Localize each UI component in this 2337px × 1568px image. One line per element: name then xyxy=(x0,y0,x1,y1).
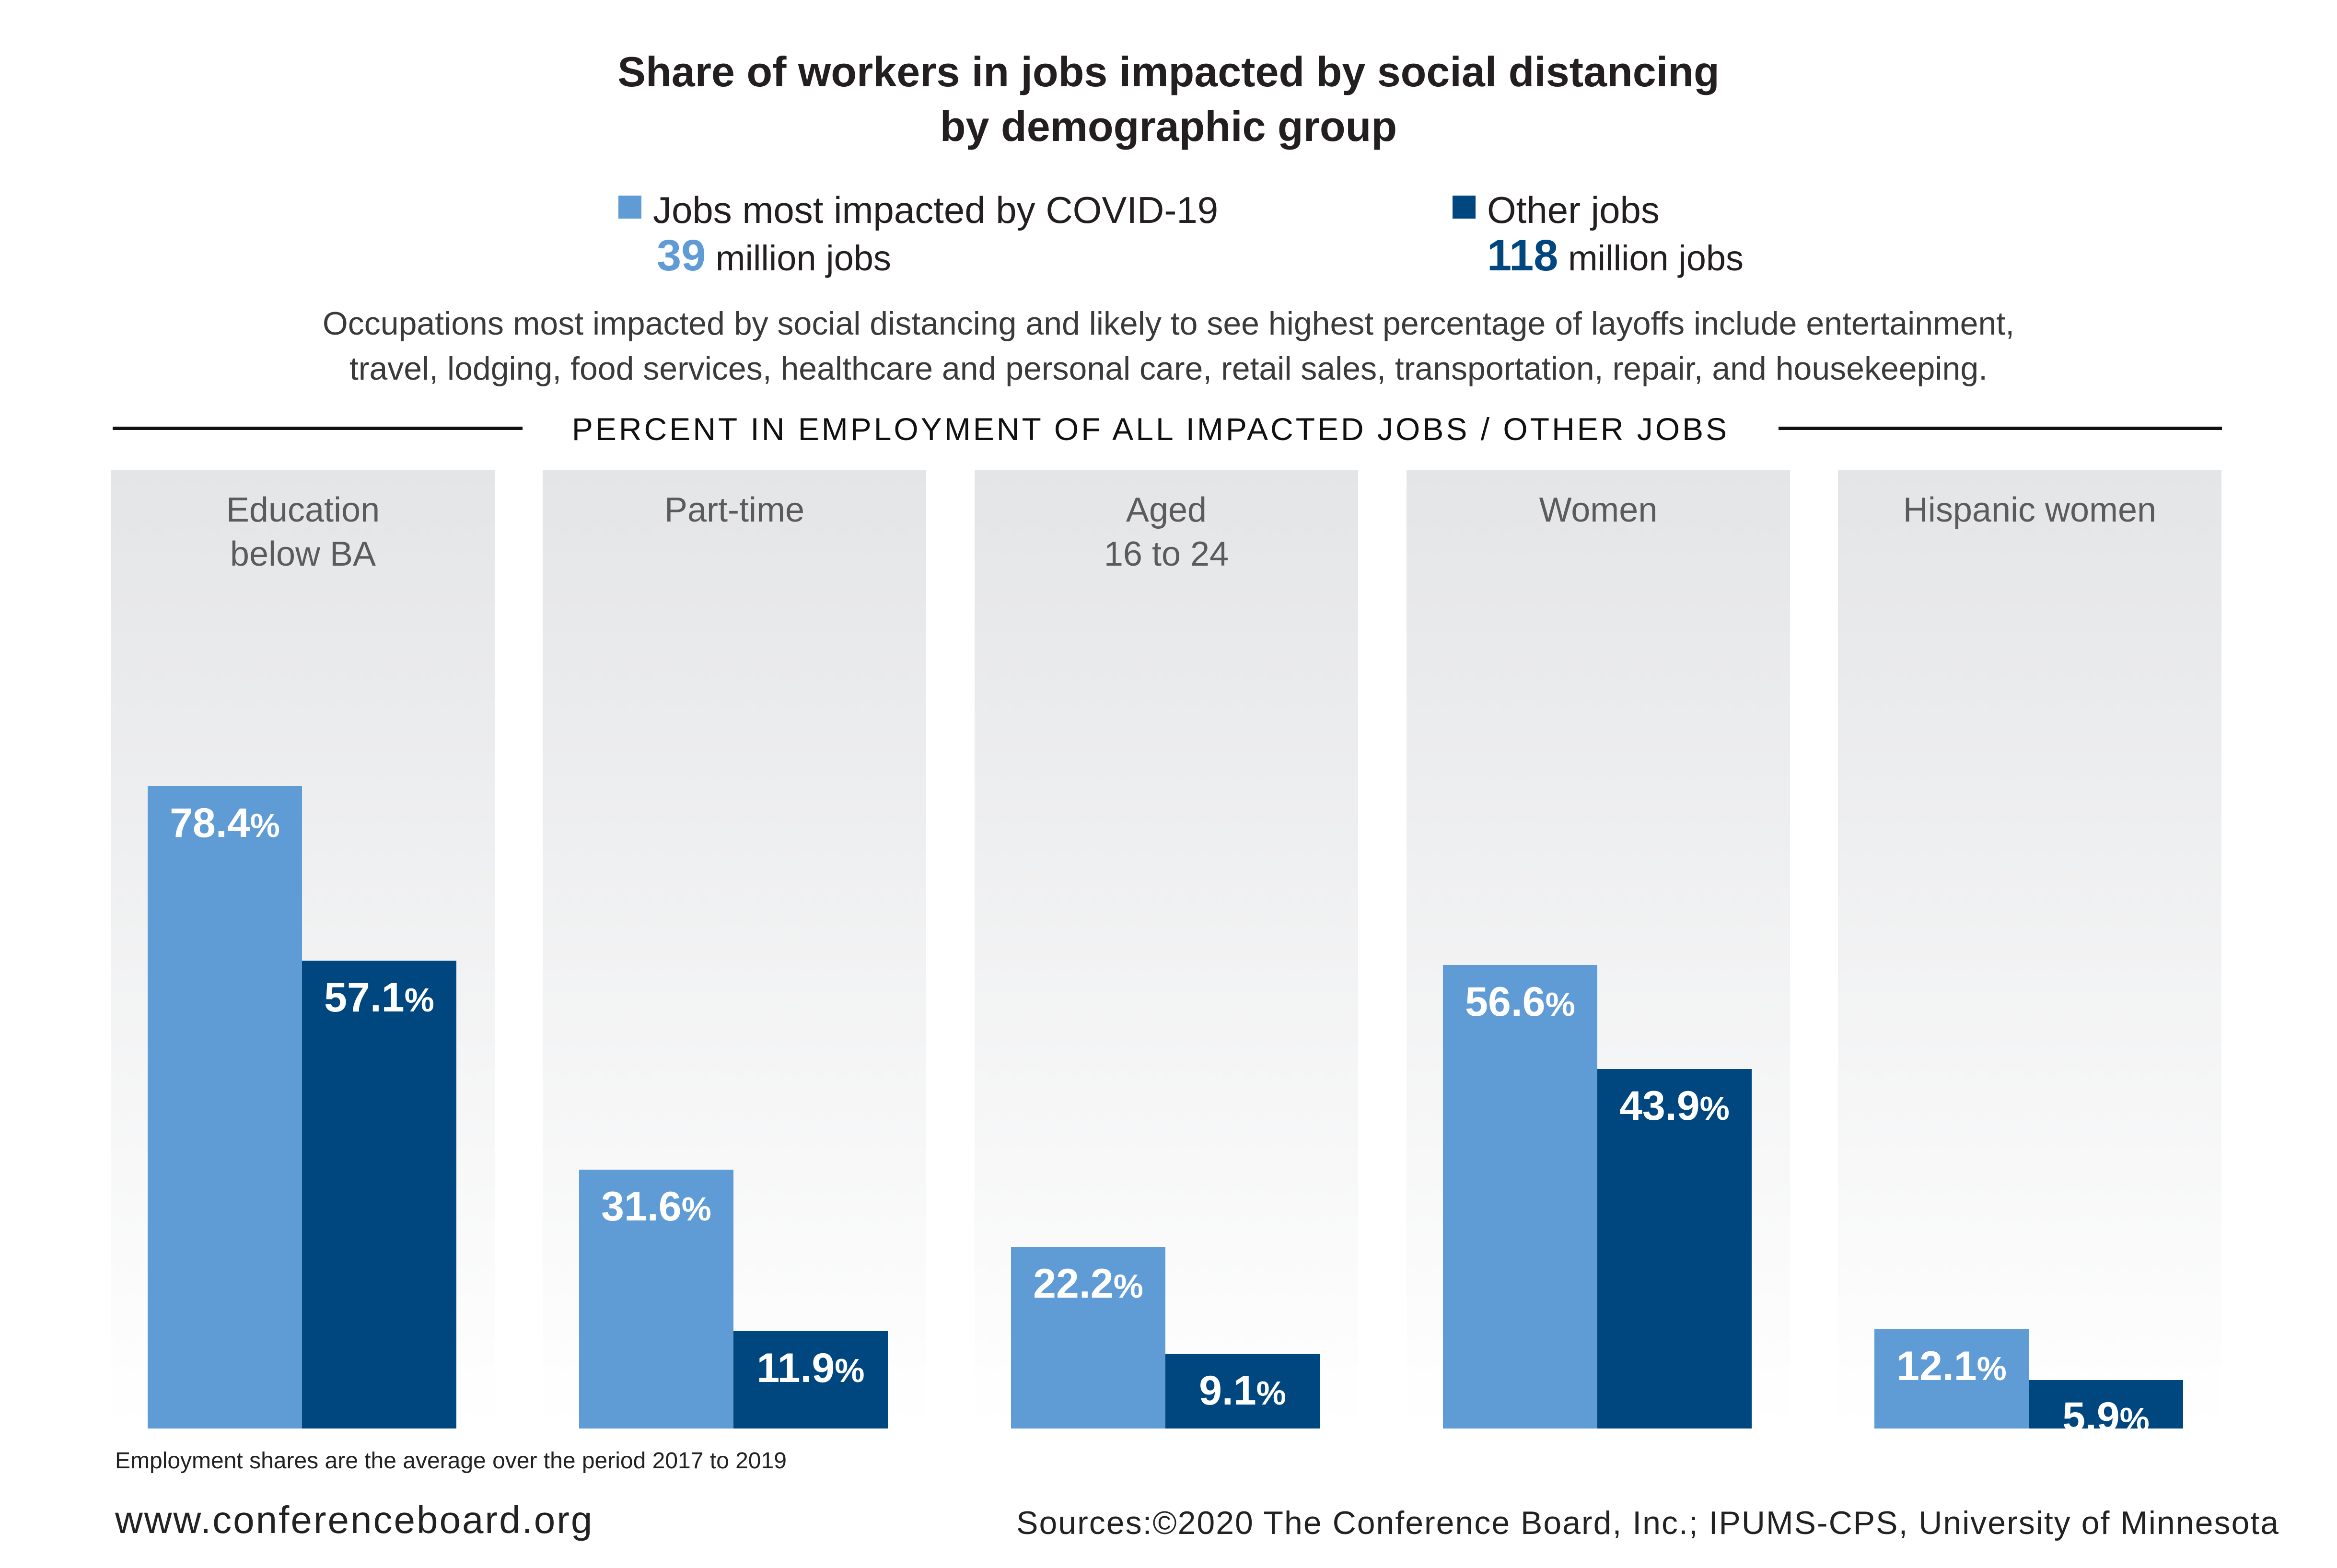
axis-header: PERCENT IN EMPLOYMENT OF ALL IMPACTED JO… xyxy=(571,411,1730,447)
bar-impacted xyxy=(579,1169,733,1429)
legend-count-other-unit: million jobs xyxy=(1568,238,1744,278)
data-label: 43.9% xyxy=(1597,1082,1752,1130)
bar-impacted xyxy=(148,786,302,1429)
category-label: Part-time xyxy=(543,488,926,532)
data-label-value: 22.2 xyxy=(1033,1260,1114,1307)
header-rule-right xyxy=(1779,427,2222,430)
legend-label-other: Other jobs xyxy=(1487,189,1660,231)
data-label-value: 31.6 xyxy=(601,1183,682,1230)
data-label-percent: % xyxy=(404,981,434,1019)
data-label-value: 56.6 xyxy=(1465,978,1546,1025)
data-label-percent: % xyxy=(1256,1374,1286,1412)
bar-impacted xyxy=(1011,1246,1165,1429)
website: www.conferenceboard.org xyxy=(115,1498,594,1541)
data-label: 5.9% xyxy=(2029,1394,2183,1441)
data-label: 11.9% xyxy=(733,1345,888,1392)
bar-other xyxy=(1165,1354,1320,1429)
category-label-line: below BA xyxy=(230,535,376,573)
data-label-percent: % xyxy=(835,1351,865,1389)
data-label: 56.6% xyxy=(1443,978,1597,1026)
legend-label-impacted: Jobs most impacted by COVID-19 xyxy=(653,189,1219,231)
category-label-line: Part-time xyxy=(664,491,805,529)
data-label-value: 9.1 xyxy=(1199,1368,1256,1414)
category-label-line: Aged xyxy=(1126,491,1207,529)
note-line-2: travel, lodging, food services, healthca… xyxy=(349,350,1988,387)
data-label-value: 12.1 xyxy=(1896,1343,1977,1390)
note-line-1: Occupations most impacted by social dist… xyxy=(322,305,2015,342)
legend-count-impacted-number: 39 xyxy=(657,231,706,280)
bar-other xyxy=(733,1331,888,1429)
data-label-percent: % xyxy=(1113,1267,1143,1305)
legend-count-impacted-unit: million jobs xyxy=(715,238,891,278)
category-label: Hispanic women xyxy=(1838,488,2221,532)
category-label: Women xyxy=(1407,488,1790,532)
bar-impacted xyxy=(1874,1329,2029,1429)
chart-subtitle: by demographic group xyxy=(940,103,1397,150)
data-label-value: 57.1 xyxy=(324,975,405,1021)
data-label-value: 43.9 xyxy=(1619,1082,1700,1129)
legend-count-other: 118 million jobs xyxy=(1487,231,1744,280)
category-panel xyxy=(1838,470,2221,1429)
header-rule-left xyxy=(113,427,523,430)
data-label: 78.4% xyxy=(148,800,302,847)
category-label-line: 16 to 24 xyxy=(1104,535,1229,573)
category-label-line: Women xyxy=(1539,491,1658,529)
category-label: Aged 16 to 24 xyxy=(975,488,1358,576)
data-label-value: 11.9 xyxy=(756,1345,835,1391)
bar-other xyxy=(302,961,456,1429)
chart-title: Share of workers in jobs impacted by soc… xyxy=(617,48,1720,95)
legend-count-other-number: 118 xyxy=(1487,231,1558,280)
bar-other xyxy=(1597,1069,1752,1429)
legend-swatch-other xyxy=(1453,196,1476,219)
category-label: Education below BA xyxy=(111,488,495,576)
data-label: 57.1% xyxy=(302,974,456,1022)
category-label-line: Education xyxy=(226,491,380,529)
bar-impacted xyxy=(1443,964,1597,1429)
data-label-percent: % xyxy=(1699,1089,1730,1127)
data-label: 22.2% xyxy=(1011,1260,1165,1308)
category-label-line: Hispanic women xyxy=(1903,491,2157,529)
legend-count-impacted: 39 million jobs xyxy=(657,231,891,280)
data-label-percent: % xyxy=(681,1190,711,1228)
legend-swatch-impacted xyxy=(618,196,641,219)
data-label-value: 5.9 xyxy=(2062,1394,2120,1440)
data-label-percent: % xyxy=(2119,1401,2150,1439)
bar-other xyxy=(2029,1380,2183,1429)
data-label-percent: % xyxy=(1977,1350,2007,1388)
sources: Sources:©2020 The Conference Board, Inc.… xyxy=(1016,1505,2279,1541)
data-label: 12.1% xyxy=(1874,1343,2029,1390)
data-label: 31.6% xyxy=(579,1183,733,1231)
footnote: Employment shares are the average over t… xyxy=(115,1448,787,1474)
data-label-percent: % xyxy=(250,807,280,844)
data-label-value: 78.4 xyxy=(170,800,250,846)
data-label: 9.1% xyxy=(1165,1367,1320,1415)
data-label-percent: % xyxy=(1545,985,1575,1023)
